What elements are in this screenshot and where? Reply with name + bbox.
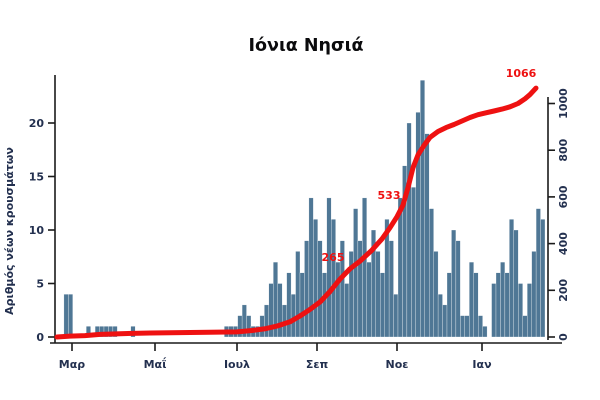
bar: [406, 122, 412, 338]
y-left-tick-label: 15: [29, 171, 44, 184]
bar: [286, 272, 292, 338]
y-right-tick-label: 400: [557, 232, 570, 255]
x-tick-label: Σεπ: [306, 358, 329, 371]
x-tick-label: Ιαν: [472, 358, 491, 371]
cumulative-line: [54, 85, 539, 340]
bar: [353, 208, 359, 338]
milestone-label: 533: [378, 189, 401, 202]
bar: [513, 229, 519, 338]
bar: [375, 251, 381, 338]
bar: [527, 283, 532, 338]
bar: [495, 272, 501, 338]
bar: [442, 304, 448, 338]
y-right-tick-label: 0: [557, 333, 570, 341]
bar: [451, 229, 457, 338]
bar: [518, 283, 523, 338]
bar: [415, 112, 421, 338]
bar: [504, 272, 510, 338]
bar: [68, 294, 73, 338]
bar: [380, 272, 385, 338]
bar: [500, 261, 506, 338]
bar: [460, 315, 465, 338]
x-tick-label: Μαρ: [59, 358, 86, 371]
bar: [473, 272, 479, 338]
bar: [331, 219, 336, 338]
bars-series: [63, 80, 546, 338]
bar: [437, 294, 443, 338]
bar: [478, 315, 483, 338]
bar: [509, 219, 514, 338]
bar: [344, 283, 350, 338]
line-annotations: 265 533 1066: [322, 67, 537, 264]
bar: [362, 197, 367, 338]
bar: [397, 197, 403, 338]
y-left-tick-label: 5: [36, 278, 44, 291]
y-right-tick-label: 600: [557, 185, 570, 208]
x-tick-label: Νοε: [386, 358, 409, 371]
bar: [308, 197, 314, 338]
y-axis-label: Αριθμός νέων κρουσμάτων: [3, 147, 16, 315]
bar: [304, 240, 310, 338]
bar: [429, 208, 434, 338]
bar: [388, 240, 394, 338]
bar: [63, 294, 69, 338]
bar: [295, 251, 301, 338]
bar: [491, 283, 497, 338]
bar: [522, 315, 528, 338]
bar: [335, 261, 341, 338]
cumulative-polyline: [54, 85, 539, 340]
bar: [482, 326, 488, 338]
bar: [424, 133, 430, 338]
y-right-tick-label: 800: [557, 138, 570, 161]
bar: [433, 251, 439, 338]
bar: [535, 208, 541, 338]
x-tick-label: Μαΐ: [144, 357, 168, 371]
bar: [393, 294, 399, 338]
bar: [299, 272, 305, 338]
bar: [264, 304, 269, 338]
bar: [446, 272, 452, 338]
bar: [326, 197, 332, 338]
bar: [246, 315, 252, 338]
bar: [455, 240, 461, 338]
bar: [277, 283, 283, 338]
bar: [531, 251, 537, 338]
bar: [322, 272, 327, 338]
bar: [411, 187, 416, 338]
y-left-tick-label: 0: [36, 331, 44, 344]
bar: [259, 315, 265, 338]
y-left-tick-label: 10: [29, 224, 45, 237]
bar: [366, 261, 372, 338]
x-tick-label: Ιουλ: [224, 358, 250, 371]
bar: [357, 240, 363, 338]
bar: [464, 315, 470, 338]
bar: [313, 219, 318, 338]
y-right-tick-label: 1000: [557, 88, 570, 119]
chart-title: Ιόνια Νησιά: [249, 36, 364, 56]
bar: [469, 261, 474, 338]
milestone-label: 265: [322, 251, 345, 264]
bar: [420, 80, 425, 338]
bar: [540, 219, 546, 338]
y-left-tick-label: 20: [29, 117, 45, 130]
y-right-tick-label: 200: [557, 278, 570, 301]
milestone-label: 1066: [506, 67, 537, 80]
bar: [290, 294, 296, 338]
